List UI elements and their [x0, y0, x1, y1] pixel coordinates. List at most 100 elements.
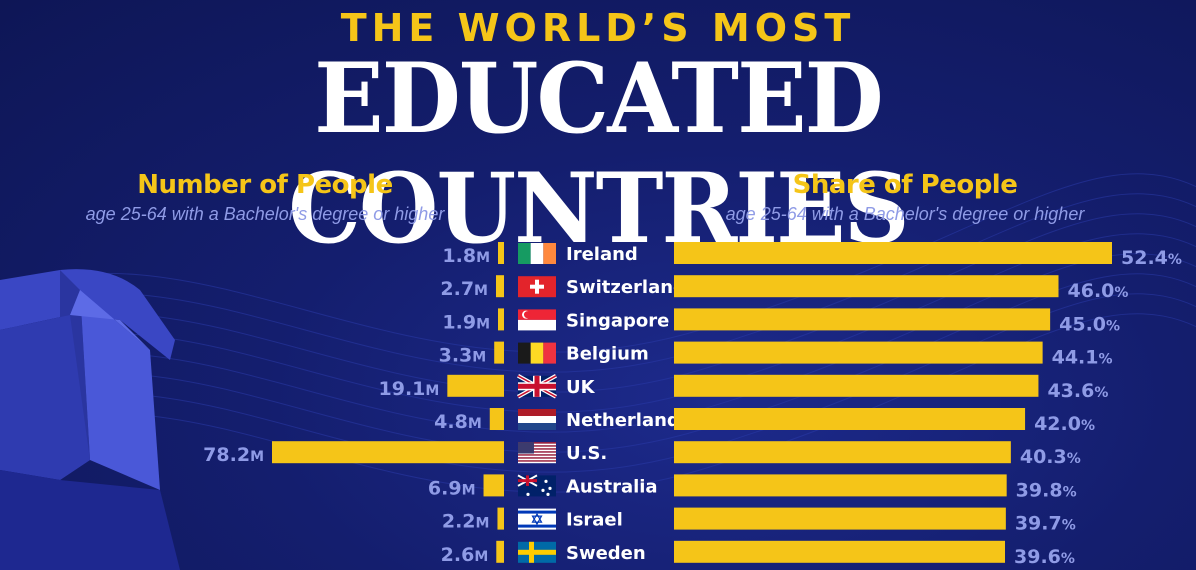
left-bar: [272, 441, 504, 464]
right-bar: [674, 374, 1039, 397]
flag-part: [518, 383, 556, 389]
country-label: Belgium: [566, 344, 649, 365]
flag-part: [530, 342, 544, 364]
left-panel-heading: Number of People: [137, 170, 393, 200]
left-bar: [447, 374, 504, 397]
flag-part: [544, 479, 548, 483]
country-label: Netherlands: [566, 410, 691, 431]
flag-part: [518, 445, 556, 447]
flag-part: [546, 492, 550, 496]
right-bar: [674, 242, 1112, 264]
left-bar: [498, 242, 504, 264]
left-value-label: 4.8M: [434, 411, 482, 433]
right-bar: [674, 308, 1051, 331]
left-panel-subheading: age 25-64 with a Bachelor's degree or hi…: [85, 204, 445, 224]
country-label: Australia: [566, 476, 658, 497]
flag-part: [543, 243, 556, 264]
flag-part: [518, 446, 556, 449]
flag-part: [524, 311, 531, 319]
flag-part: [518, 458, 556, 461]
right-bar: [674, 507, 1006, 530]
country-label: Israel: [566, 510, 623, 531]
flag-part: [518, 342, 531, 364]
flag-part: [518, 448, 556, 450]
flag-part: [518, 243, 531, 264]
country-label: U.S.: [566, 443, 607, 464]
left-value-label: 2.7M: [440, 278, 488, 300]
flag-part: [518, 524, 556, 528]
flag-part: [518, 452, 556, 455]
flag-part: [518, 443, 556, 446]
us-flag-icon: [518, 442, 556, 464]
flag-part: [541, 488, 545, 492]
left-bar: [495, 275, 504, 298]
flag-part: [518, 510, 556, 514]
right-value-label: 39.7%: [1015, 513, 1076, 535]
right-value-label: 46.0%: [1068, 280, 1129, 302]
left-bar: [489, 408, 504, 430]
title-kicker: THE WORLD’S MOST: [340, 6, 856, 50]
left-bar: [496, 540, 504, 563]
right-value-label: 42.0%: [1034, 413, 1095, 435]
flag-part: [518, 457, 556, 459]
flag-part: [518, 461, 556, 464]
left-value-label: 19.1M: [379, 378, 440, 400]
left-bar: [483, 474, 504, 497]
left-bar: [494, 341, 504, 364]
flag-part: [526, 492, 530, 496]
right-panel-heading: Share of People: [792, 170, 1018, 200]
uk-flag-icon: [517, 374, 557, 399]
sweden-flag-icon: [518, 541, 556, 563]
right-bar: [674, 408, 1026, 430]
australia-flag-icon: [517, 474, 556, 497]
flag-part: [518, 549, 556, 555]
country-label: UK: [566, 377, 596, 398]
right-value-label: 43.6%: [1047, 380, 1108, 402]
right-value-label: 45.0%: [1059, 313, 1120, 335]
left-value-label: 2.2M: [442, 511, 490, 533]
flag-part: [518, 423, 556, 430]
switzerland-flag-icon: [518, 276, 556, 298]
right-bar: [674, 275, 1059, 298]
right-panel-header: Share of People age 25-64 with a Bachelo…: [680, 170, 1130, 225]
graduation-cap-illustration: [0, 269, 180, 570]
flag-part: [518, 309, 556, 320]
right-value-label: 40.3%: [1020, 446, 1081, 468]
israel-flag-icon: [518, 508, 556, 530]
right-value-label: 52.4%: [1121, 247, 1182, 269]
flag-part: [518, 460, 556, 462]
flag-part: [518, 451, 556, 453]
left-value-label: 3.3M: [439, 345, 487, 367]
right-bar: [674, 474, 1007, 497]
flag-part: [518, 508, 556, 530]
belgium-flag-icon: [518, 342, 556, 364]
flag-part: [518, 449, 556, 452]
flag-part: [518, 479, 537, 483]
right-bar: [674, 441, 1011, 464]
country-label: Ireland: [566, 244, 638, 265]
flag-part: [518, 442, 556, 444]
singapore-flag-icon: [518, 309, 556, 331]
left-panel-header: Number of People age 25-64 with a Bachel…: [60, 170, 470, 225]
left-value-label: 78.2M: [203, 444, 264, 466]
flag-part: [518, 442, 534, 454]
flag-part: [531, 512, 543, 526]
right-bar: [674, 341, 1043, 364]
country-label: Sweden: [566, 543, 646, 564]
netherlands-flag-icon: [518, 409, 556, 430]
flag-part: [530, 243, 544, 264]
right-bar: [674, 540, 1006, 563]
country-label: Switzerland: [566, 277, 686, 298]
flag-part: [530, 284, 544, 289]
right-panel-subheading: age 25-64 with a Bachelor's degree or hi…: [725, 204, 1085, 224]
left-value-label: 1.9M: [442, 311, 490, 333]
flag-part: [518, 455, 556, 458]
left-bar: [498, 308, 504, 331]
flag-part: [518, 416, 556, 423]
flag-part: [518, 319, 556, 331]
flag-part: [543, 342, 556, 364]
flag-part: [548, 486, 552, 490]
ireland-flag-icon: [518, 243, 556, 264]
left-bar: [497, 507, 504, 530]
